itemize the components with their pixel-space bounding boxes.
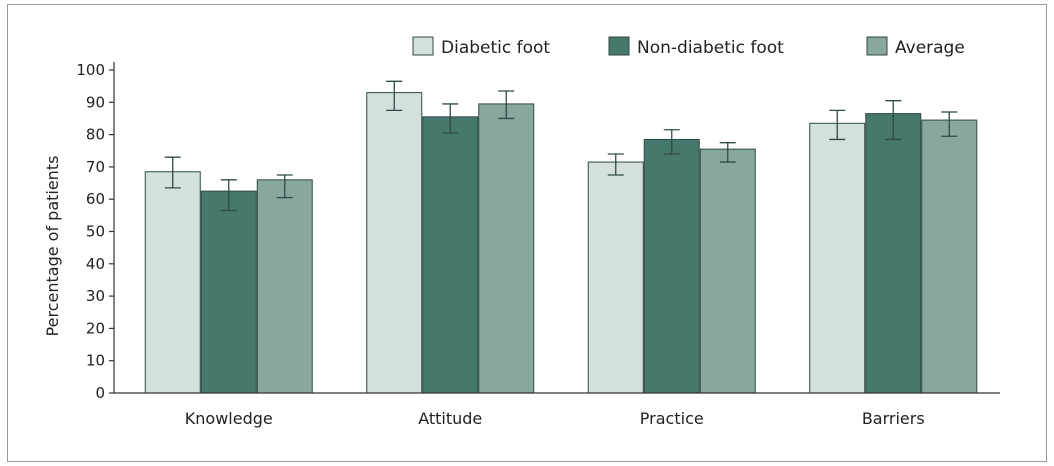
error-bar xyxy=(885,100,902,141)
legend-label: Average xyxy=(895,38,965,58)
error-bar xyxy=(276,174,293,199)
y-tick-label: 70 xyxy=(86,158,105,176)
bar-non-diabetic-foot-barriers xyxy=(865,113,922,394)
bar-diabetic-foot-practice xyxy=(587,161,644,394)
y-axis-title: Percentage of patients xyxy=(43,156,62,337)
error-bar xyxy=(607,153,624,176)
error-bar xyxy=(663,129,680,155)
error-bar xyxy=(442,103,459,134)
x-category-label: Practice xyxy=(640,409,704,428)
legend-item: Diabetic foot xyxy=(412,36,550,58)
bar-average-barriers xyxy=(921,119,978,394)
bar-diabetic-foot-barriers xyxy=(809,122,866,394)
bar-non-diabetic-foot-knowledge xyxy=(200,190,257,394)
x-axis: Knowledge Attitude Practice Barriers xyxy=(114,392,1000,428)
bar-average-practice xyxy=(699,148,756,394)
y-tick-label: 10 xyxy=(86,352,105,370)
error-bar xyxy=(498,90,515,120)
bar-non-diabetic-foot-practice xyxy=(643,138,700,394)
error-bar xyxy=(719,142,736,163)
bar-diabetic-foot-knowledge xyxy=(144,171,201,394)
error-bar xyxy=(829,109,846,141)
x-category-label: Attitude xyxy=(418,409,482,428)
legend-swatch xyxy=(412,36,434,56)
y-tick-label: 100 xyxy=(76,61,105,79)
legend-item: Non-diabetic foot xyxy=(608,36,784,58)
error-bar xyxy=(220,179,237,212)
legend-swatch xyxy=(866,36,888,56)
y-tick-label: 40 xyxy=(86,255,105,273)
x-category-label: Barriers xyxy=(862,409,925,428)
bar-average-knowledge xyxy=(256,179,313,394)
legend-label: Diabetic foot xyxy=(441,38,550,58)
error-bar xyxy=(164,156,181,189)
x-category-label: Knowledge xyxy=(185,409,273,428)
bar-non-diabetic-foot-attitude xyxy=(422,116,479,394)
bar-diabetic-foot-attitude xyxy=(366,92,423,394)
legend: Diabetic foot Non-diabetic foot Average xyxy=(412,36,965,58)
y-tick-label: 30 xyxy=(86,287,105,305)
legend-item: Average xyxy=(866,36,965,58)
y-tick-label: 50 xyxy=(86,223,105,241)
y-tick-label: 90 xyxy=(86,93,105,111)
bars xyxy=(144,80,978,394)
y-tick-label: 20 xyxy=(86,319,105,337)
error-bar xyxy=(941,111,958,137)
y-tick-label: 0 xyxy=(95,384,105,402)
bar-average-attitude xyxy=(478,103,535,394)
error-bar xyxy=(386,80,403,112)
legend-swatch xyxy=(608,36,630,56)
legend-label: Non-diabetic foot xyxy=(637,38,784,58)
y-tick-label: 80 xyxy=(86,126,105,144)
y-axis: 0 10 20 30 40 50 60 70 80 90 100 xyxy=(76,61,115,402)
y-tick-label: 60 xyxy=(86,190,105,208)
